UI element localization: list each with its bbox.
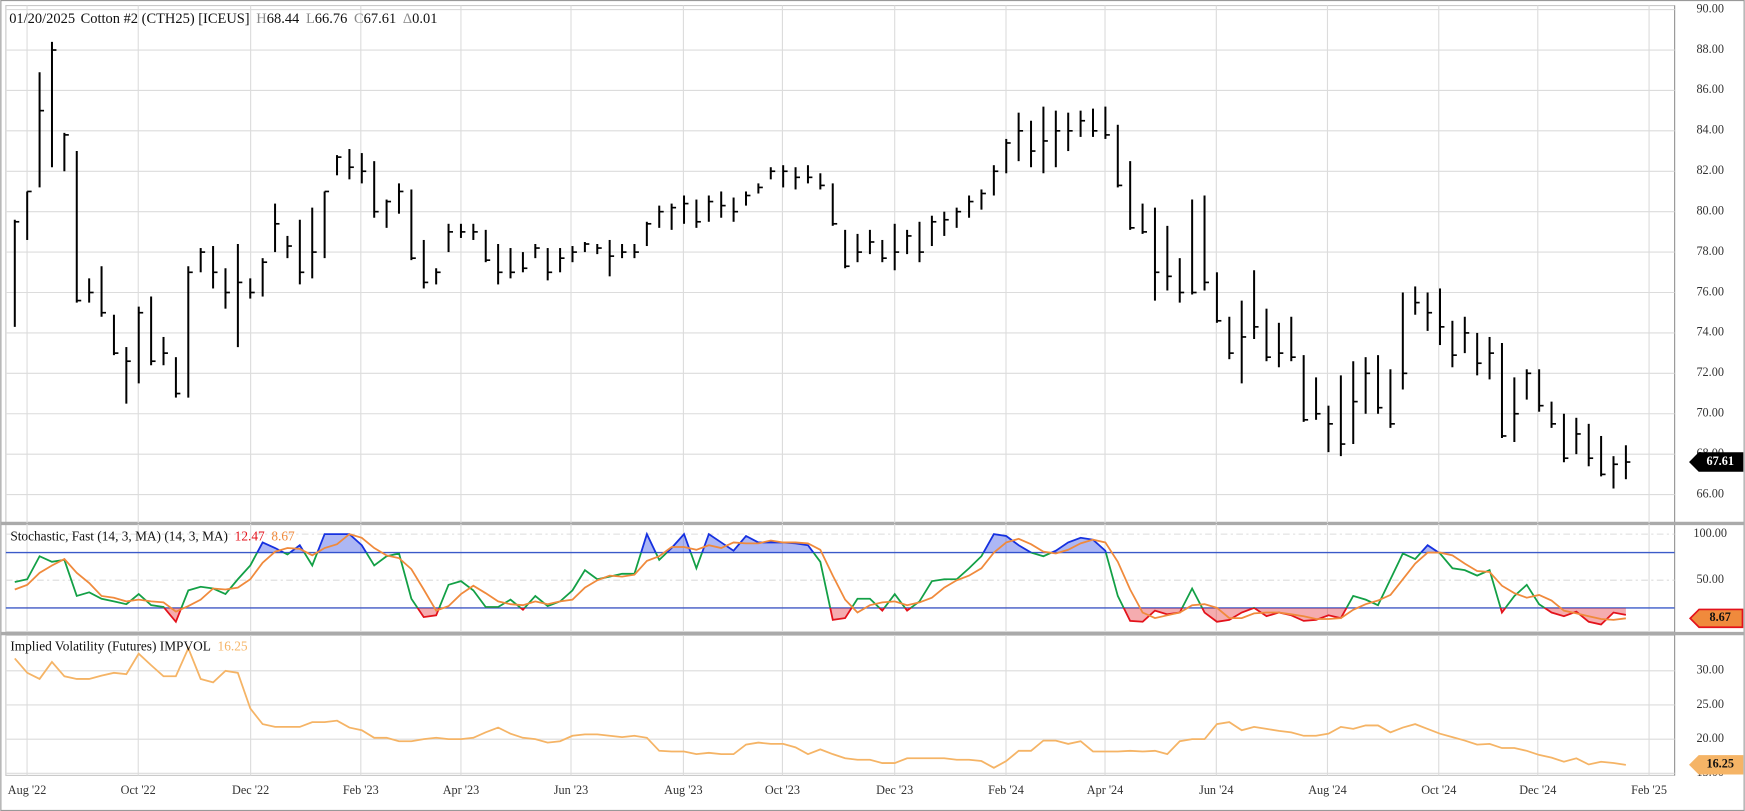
mark-layer: [13, 41, 1631, 769]
x-tick-label: Dec '24: [1519, 783, 1556, 797]
iv-title: Implied Volatility (Futures) IMPVOL: [10, 639, 211, 654]
x-tick-label: Jun '23: [554, 783, 588, 797]
header: 01/20/2025 Cotton #2 (CTH25) [ICEUS] H68.4…: [9, 11, 437, 27]
y-tick-label: 30.00: [1696, 663, 1724, 677]
last-value-label: 67.61: [1706, 454, 1734, 468]
symbol: Cotton #2 (CTH25) [ICEUS]: [81, 11, 250, 27]
panel-title: Implied Volatility (Futures) IMPVOL 16.25: [10, 639, 248, 654]
grid-layer: [0, 5, 1745, 776]
x-tick-label: Aug '24: [1308, 783, 1347, 797]
x-tick-label: Feb '24: [988, 783, 1024, 797]
last-value: 12.47: [235, 528, 265, 543]
x-tick-label: Dec '23: [876, 783, 913, 797]
x-tick-label: Oct '24: [1421, 783, 1456, 797]
last-value: 8.67: [271, 528, 295, 543]
panel-title: Stochastic, Fast (14, 3, MA) (14, 3, MA)…: [10, 528, 295, 543]
x-tick-label: Aug '23: [664, 783, 703, 797]
y-tick-label: 25.00: [1696, 697, 1724, 711]
line-series: [14, 645, 1627, 769]
x-tick-label: Aug '22: [8, 783, 47, 797]
x-tick-label: Apr '23: [443, 783, 479, 797]
line-series-overbought: [256, 531, 1441, 553]
last-value-badge: [1688, 452, 1744, 472]
date: 01/20/2025: [9, 11, 75, 27]
ohlc-value: 66.76: [315, 11, 348, 27]
x-tick-label: Dec '22: [232, 783, 269, 797]
y-tick-label: 80.00: [1696, 203, 1724, 217]
last-value-label: 16.25: [1706, 757, 1734, 771]
x-tick-label: Feb '23: [343, 783, 379, 797]
ohlc-label: H: [256, 11, 267, 27]
last-value-badge: [1688, 755, 1744, 775]
y-tick-label: 90.00: [1696, 1, 1724, 15]
y-tick-label: 66.00: [1696, 486, 1724, 500]
ohlc-value: 0.01: [412, 11, 437, 27]
y-tick-label: 86.00: [1696, 82, 1724, 96]
last-value-label: 8.67: [1710, 610, 1731, 624]
x-tick-label: Oct '23: [765, 783, 800, 797]
line-series: [14, 533, 1626, 621]
y-tick-label: 78.00: [1696, 244, 1724, 258]
x-tick-label: Feb '25: [1631, 783, 1667, 797]
ohlc-value: 67.61: [364, 11, 397, 27]
ohlc-value: 68.44: [267, 11, 300, 27]
y-tick-label: 74.00: [1696, 325, 1724, 339]
y-tick-label: 88.00: [1696, 42, 1724, 56]
label-layer: 01/20/2025 Cotton #2 (CTH25) [ICEUS] H68.4…: [8, 1, 1744, 797]
y-tick-label: 84.00: [1696, 123, 1724, 137]
y-tick-label: 100.00: [1693, 526, 1727, 540]
last-value-badge: [1688, 608, 1744, 629]
ohlc-label: Δ: [403, 11, 412, 27]
line-series: [14, 552, 1547, 608]
y-tick-label: 72.00: [1696, 365, 1724, 379]
y-tick-label: 50.00: [1696, 572, 1724, 586]
last-value: 16.25: [218, 639, 248, 654]
stoch-title: Stochastic, Fast (14, 3, MA) (14, 3, MA): [10, 528, 228, 543]
x-tick-label: Apr '24: [1087, 783, 1123, 797]
y-tick-label: 82.00: [1696, 163, 1724, 177]
y-tick-label: 76.00: [1696, 284, 1724, 298]
ohlc-label: L: [306, 11, 315, 27]
x-tick-label: Jun '24: [1199, 783, 1233, 797]
y-tick-label: 20.00: [1696, 731, 1724, 745]
y-tick-label: 70.00: [1696, 406, 1724, 420]
ohlc-label: C: [354, 11, 364, 27]
x-tick-label: Oct '22: [121, 783, 156, 797]
